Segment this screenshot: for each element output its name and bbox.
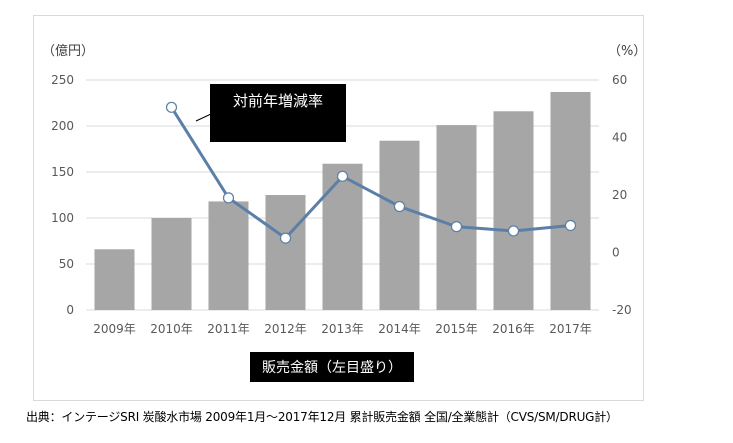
bar-label-box [250,352,414,382]
category-label: 2014年 [378,322,421,336]
data-point-marker [222,192,235,204]
data-point-marker [336,170,349,182]
left-axis-title: （億円） [42,43,94,59]
category-label: 2011年 [207,322,250,336]
bar [550,91,591,311]
left-tick-label: 250 [51,73,74,87]
callout-leader [195,113,212,122]
right-tick-label: 40 [612,131,627,145]
right-tick-label: 0 [612,246,620,260]
left-tick-label: 100 [51,211,74,225]
category-label: 2013年 [321,322,364,336]
category-label: 2009年 [93,322,136,336]
left-tick-label: 50 [59,257,74,271]
line-label-box [210,84,346,142]
bar [94,249,135,310]
bar [151,218,192,310]
data-point-marker [393,200,406,213]
right-tick-label: 60 [612,73,627,87]
category-label: 2016年 [492,322,535,336]
category-label: 2015年 [435,322,478,336]
data-point-marker [507,225,520,237]
growth-rate-line [170,106,571,241]
left-tick-label: 150 [51,165,74,179]
bar [436,125,477,310]
right-tick-label: -20 [612,303,632,317]
right-tick-label: 20 [612,188,627,202]
bar [322,163,363,310]
bar [265,195,306,310]
data-point-marker [564,219,577,232]
right-axis-title: （%） [608,44,646,59]
category-label: 2017年 [549,322,592,336]
category-label: 2010年 [150,322,193,336]
bar-label-text: 販売金額（左目盛り） [262,360,402,376]
line-label-text: 対前年増減率 [233,92,323,110]
data-point-marker [450,221,463,233]
bar [493,111,534,310]
bar [208,201,249,310]
source-note: 出典：インテージSRI 炭酸水市場 2009年1月～2017年12月 累計販売金… [26,410,618,424]
left-tick-label: 0 [66,303,74,317]
left-tick-label: 200 [51,119,74,133]
data-point-marker [165,101,178,113]
bar [379,140,420,310]
category-label: 2012年 [264,322,307,336]
data-point-marker [279,232,292,244]
